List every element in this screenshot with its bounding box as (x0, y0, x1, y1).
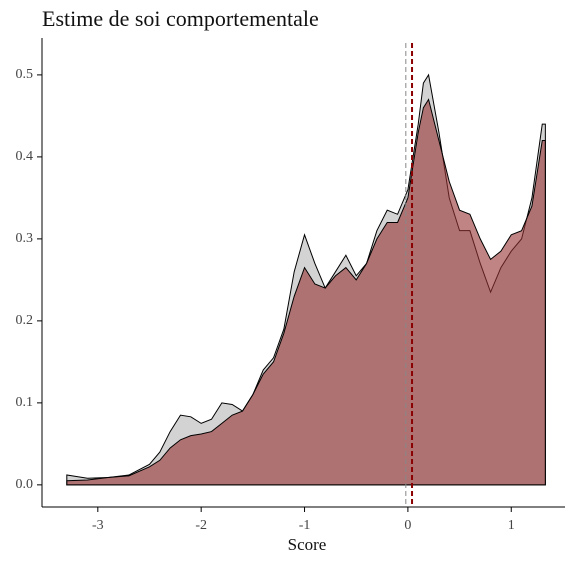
y-tick-label: 0.2 (16, 313, 34, 328)
y-tick-label: 0.0 (16, 477, 34, 492)
x-tick-label: 0 (404, 518, 411, 533)
y-tick-label: 0.4 (16, 149, 34, 164)
x-axis-label: Score (288, 535, 327, 554)
y-tick-label: 0.1 (16, 395, 34, 410)
x-tick-label: -3 (92, 518, 104, 533)
density-area (66, 98, 546, 486)
x-tick-label: -2 (195, 518, 207, 533)
y-tick-label: 0.5 (16, 67, 34, 82)
x-tick-label: -1 (299, 518, 311, 533)
y-tick-label: 0.3 (16, 231, 34, 246)
x-tick-label: 1 (508, 518, 515, 533)
chart-title: Estime de soi comportementale (42, 6, 319, 31)
